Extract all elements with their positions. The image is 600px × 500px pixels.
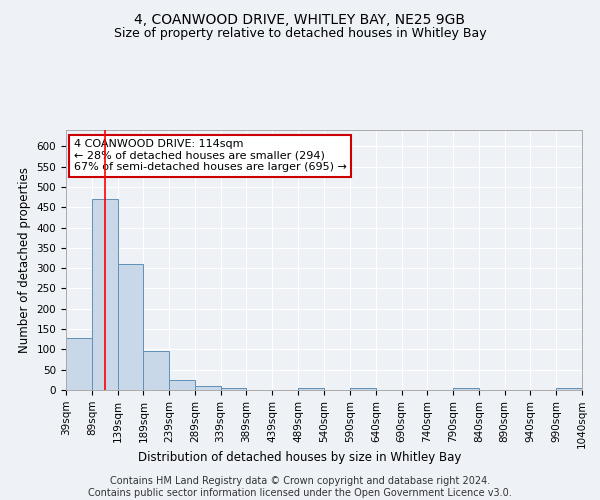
Text: Distribution of detached houses by size in Whitley Bay: Distribution of detached houses by size …	[139, 451, 461, 464]
Bar	[118, 264, 143, 390]
Bar	[92, 199, 118, 390]
Bar	[66, 338, 92, 390]
Bar	[169, 380, 195, 390]
Bar	[143, 352, 169, 390]
Y-axis label: Number of detached properties: Number of detached properties	[18, 167, 31, 353]
Text: Contains public sector information licensed under the Open Government Licence v3: Contains public sector information licen…	[88, 488, 512, 498]
Bar	[221, 388, 247, 390]
Text: Size of property relative to detached houses in Whitley Bay: Size of property relative to detached ho…	[113, 28, 487, 40]
Bar	[350, 388, 376, 390]
Text: 4 COANWOOD DRIVE: 114sqm
← 28% of detached houses are smaller (294)
67% of semi-: 4 COANWOOD DRIVE: 114sqm ← 28% of detach…	[74, 139, 347, 172]
Bar	[453, 388, 479, 390]
Text: Contains HM Land Registry data © Crown copyright and database right 2024.: Contains HM Land Registry data © Crown c…	[110, 476, 490, 486]
Text: 4, COANWOOD DRIVE, WHITLEY BAY, NE25 9GB: 4, COANWOOD DRIVE, WHITLEY BAY, NE25 9GB	[134, 12, 466, 26]
Bar	[556, 388, 582, 390]
Bar	[195, 386, 221, 390]
Bar	[298, 388, 324, 390]
